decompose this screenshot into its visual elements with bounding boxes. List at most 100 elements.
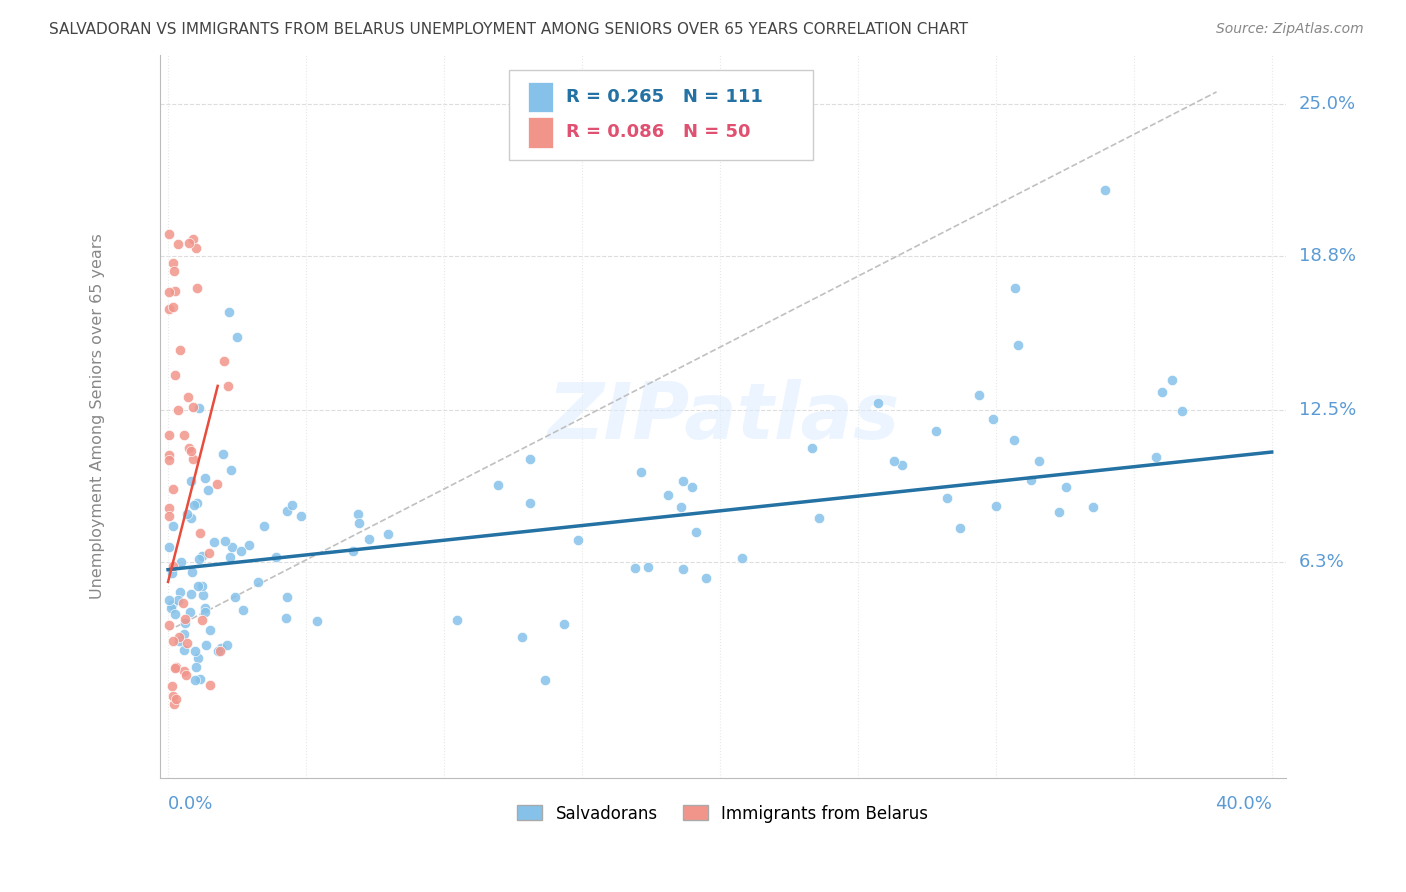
- Point: [160, 566, 183, 580]
- Point: [191, 613, 214, 627]
- Point: [681, 480, 703, 494]
- Point: [188, 552, 211, 566]
- Point: [187, 401, 209, 415]
- Point: [194, 471, 217, 485]
- Point: [181, 400, 204, 414]
- Point: [162, 300, 184, 314]
- Point: [183, 498, 205, 512]
- Point: [162, 482, 184, 496]
- Point: [167, 631, 190, 645]
- Point: [200, 623, 222, 637]
- Point: [184, 644, 207, 658]
- Point: [176, 507, 198, 521]
- Point: [174, 612, 197, 626]
- Point: [179, 605, 201, 619]
- Point: [226, 330, 249, 344]
- Point: [935, 491, 957, 505]
- Point: [157, 500, 180, 515]
- Point: [157, 593, 180, 607]
- Point: [165, 607, 187, 621]
- Point: [238, 538, 260, 552]
- Point: [1019, 473, 1042, 487]
- Point: [186, 281, 208, 295]
- Point: [290, 509, 312, 524]
- Point: [174, 615, 197, 630]
- Point: [217, 379, 239, 393]
- Point: [165, 692, 187, 706]
- Point: [157, 541, 180, 555]
- Point: [276, 504, 298, 518]
- Point: [162, 689, 184, 703]
- Point: [276, 590, 298, 604]
- Point: [181, 452, 204, 467]
- Point: [162, 256, 184, 270]
- Point: [191, 588, 214, 602]
- Point: [157, 509, 180, 524]
- Point: [534, 673, 557, 688]
- Point: [167, 236, 190, 251]
- Point: [173, 664, 195, 678]
- Text: 12.5%: 12.5%: [1299, 401, 1357, 419]
- Point: [657, 488, 679, 502]
- Point: [624, 561, 647, 575]
- Point: [194, 605, 217, 619]
- Point: [924, 424, 946, 438]
- Text: R = 0.265   N = 111: R = 0.265 N = 111: [567, 88, 763, 106]
- Point: [1047, 505, 1070, 519]
- Point: [157, 427, 180, 442]
- Point: [198, 546, 221, 560]
- Point: [1054, 480, 1077, 494]
- Point: [202, 535, 225, 549]
- Point: [221, 540, 243, 554]
- Point: [274, 611, 297, 625]
- Point: [187, 650, 209, 665]
- Point: [553, 617, 575, 632]
- Point: [1007, 338, 1029, 352]
- Point: [219, 549, 242, 564]
- Text: 25.0%: 25.0%: [1299, 95, 1357, 113]
- Point: [162, 519, 184, 533]
- Point: [179, 442, 201, 456]
- Point: [191, 549, 214, 564]
- Point: [1171, 404, 1194, 418]
- Point: [162, 634, 184, 648]
- Point: [519, 496, 541, 510]
- Point: [486, 478, 509, 492]
- Point: [177, 390, 200, 404]
- Point: [173, 627, 195, 641]
- Point: [173, 428, 195, 442]
- Point: [967, 387, 990, 401]
- Point: [212, 447, 235, 461]
- Point: [342, 544, 364, 558]
- Point: [866, 396, 889, 410]
- Point: [1028, 454, 1050, 468]
- Text: R = 0.086   N = 50: R = 0.086 N = 50: [567, 123, 751, 142]
- Point: [981, 412, 1004, 426]
- FancyBboxPatch shape: [527, 82, 553, 112]
- Point: [209, 641, 232, 656]
- Point: [197, 483, 219, 497]
- Point: [194, 600, 217, 615]
- Text: SALVADORAN VS IMMIGRANTS FROM BELARUS UNEMPLOYMENT AMONG SENIORS OVER 65 YEARS C: SALVADORAN VS IMMIGRANTS FROM BELARUS UN…: [49, 22, 969, 37]
- Point: [163, 697, 186, 711]
- Point: [1094, 183, 1116, 197]
- Point: [808, 511, 831, 525]
- Point: [157, 302, 180, 317]
- Point: [214, 534, 236, 549]
- Point: [1150, 385, 1173, 400]
- Text: 0.0%: 0.0%: [169, 795, 214, 813]
- Point: [346, 507, 368, 521]
- Point: [305, 614, 328, 628]
- Point: [163, 660, 186, 674]
- Point: [169, 634, 191, 648]
- Point: [637, 559, 659, 574]
- Point: [160, 598, 183, 612]
- Point: [247, 574, 270, 589]
- Point: [188, 525, 211, 540]
- Point: [695, 571, 717, 585]
- Point: [157, 448, 180, 462]
- FancyBboxPatch shape: [509, 70, 813, 160]
- Point: [446, 613, 468, 627]
- Text: Source: ZipAtlas.com: Source: ZipAtlas.com: [1216, 22, 1364, 37]
- Point: [359, 532, 381, 546]
